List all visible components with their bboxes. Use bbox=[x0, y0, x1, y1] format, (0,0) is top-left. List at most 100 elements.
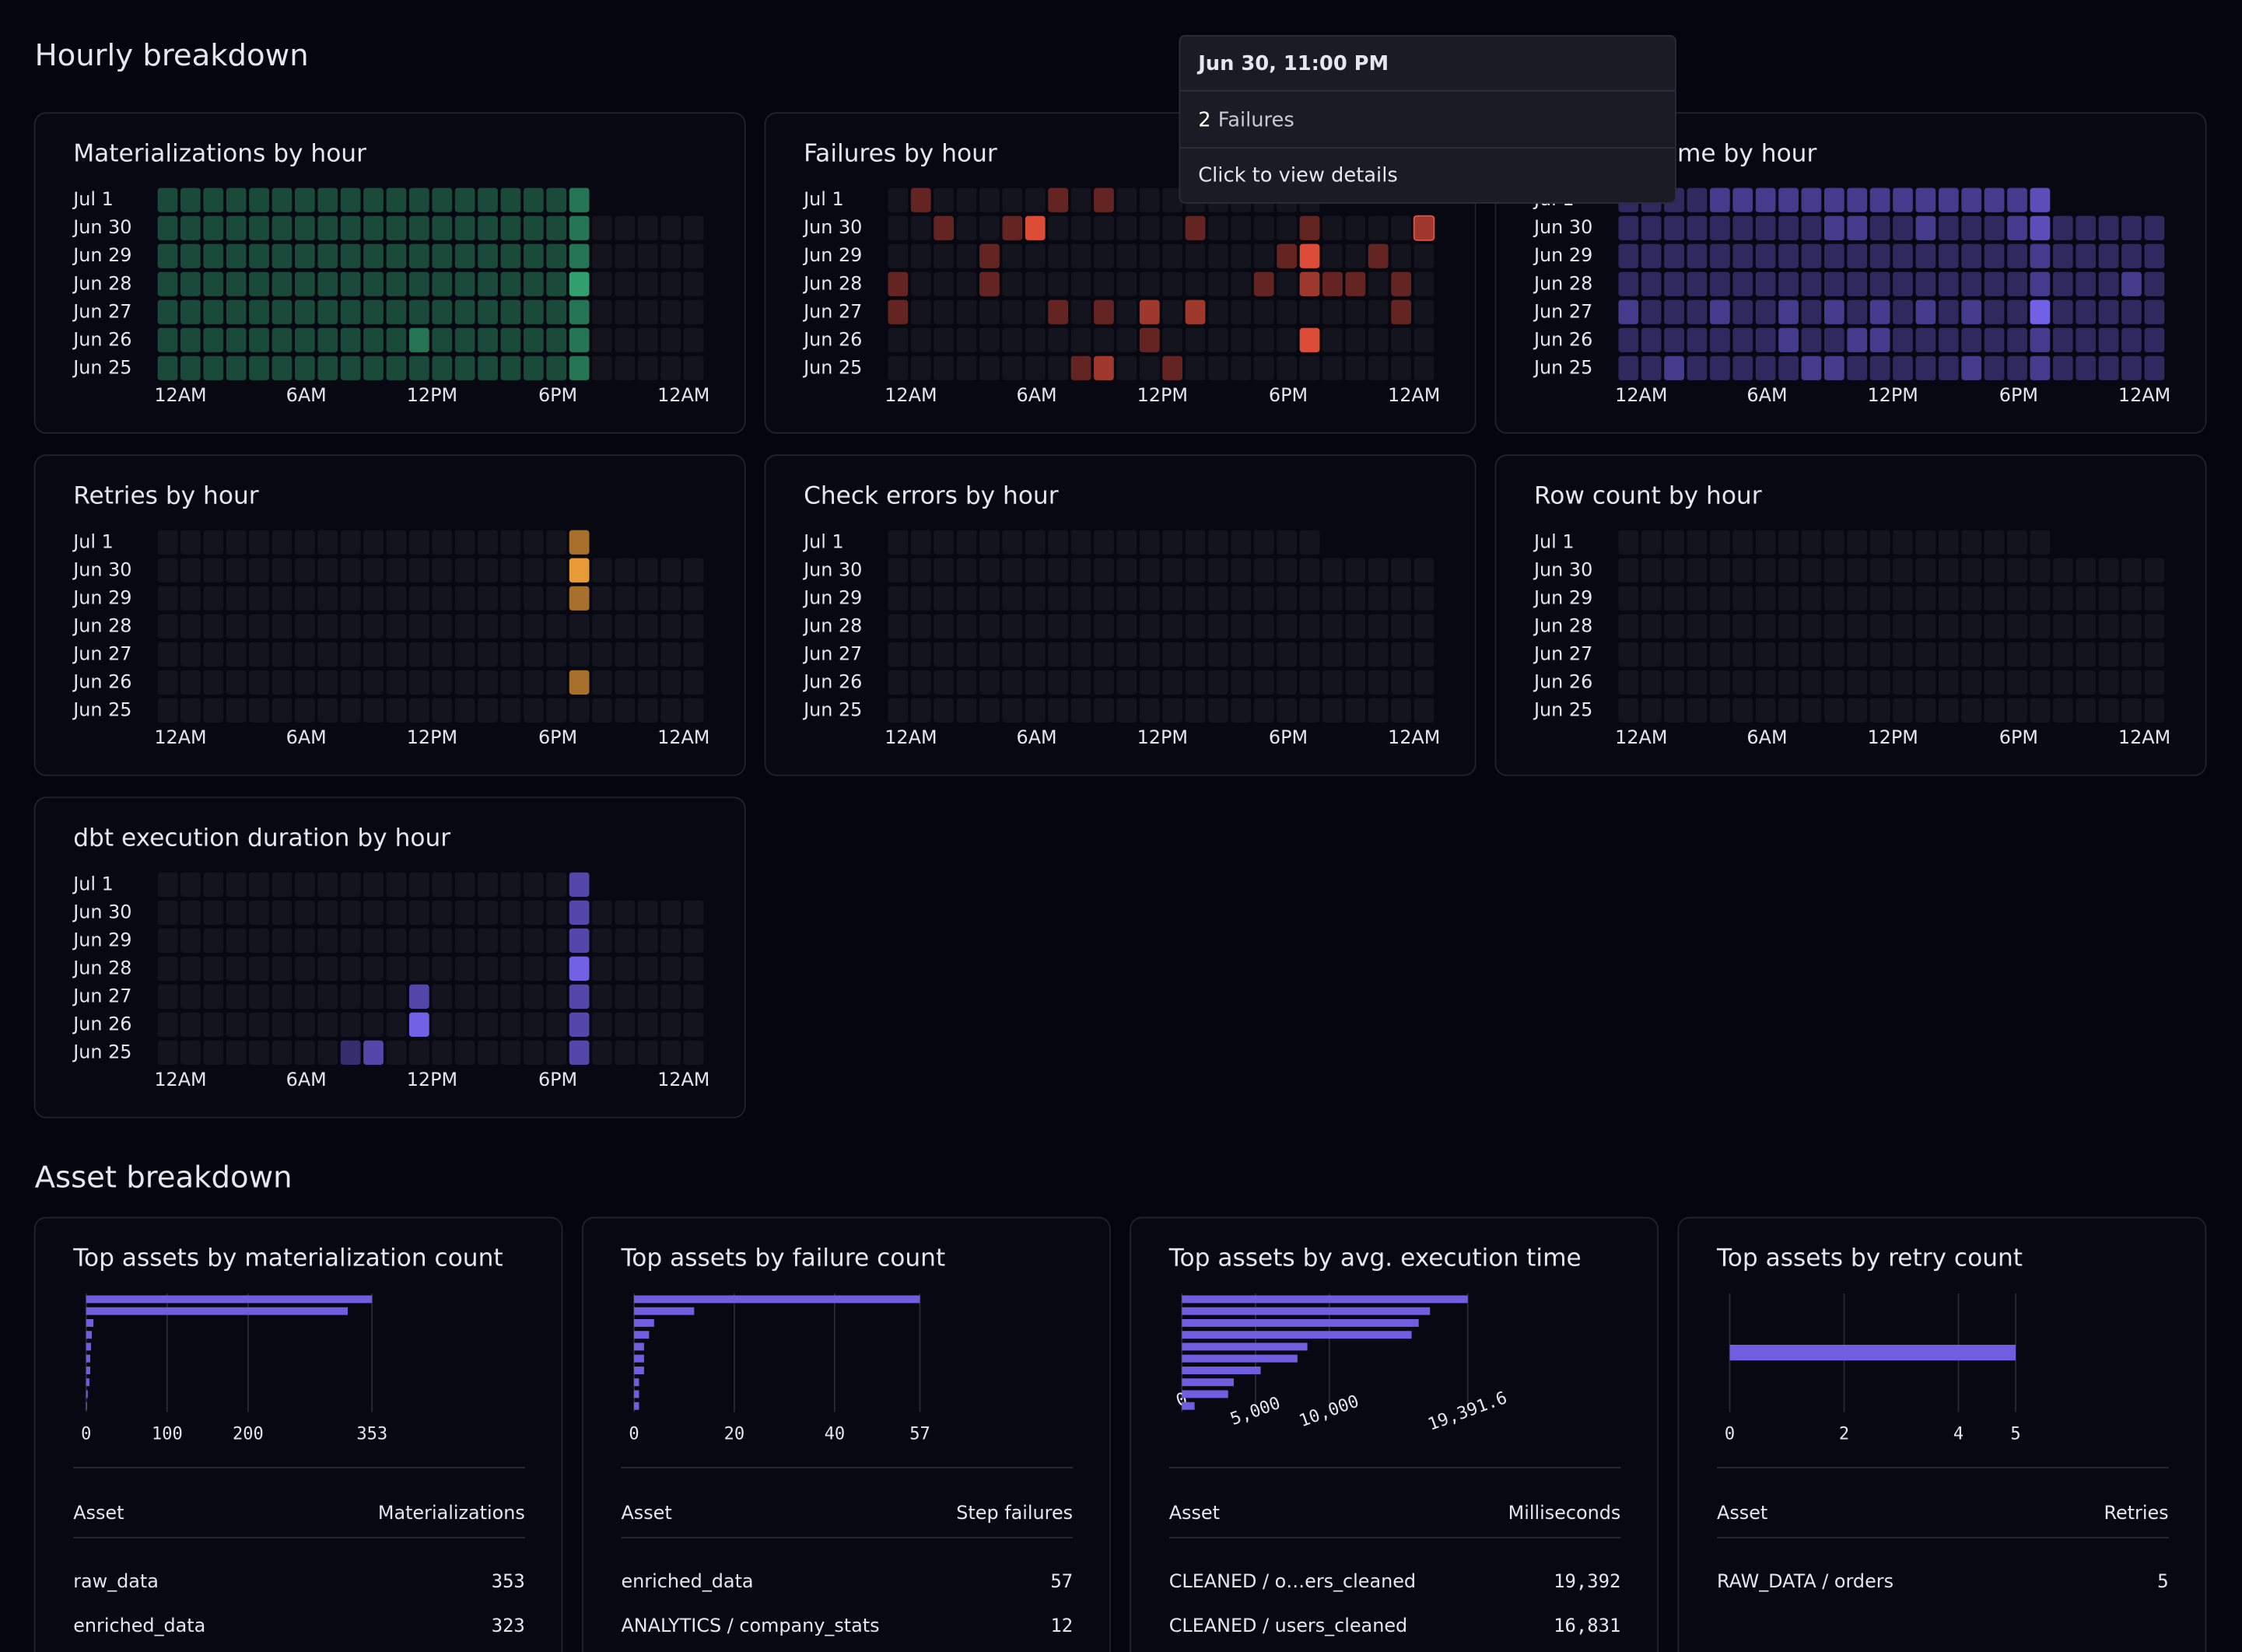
heatmap-cell[interactable] bbox=[295, 215, 315, 240]
heatmap-cell[interactable] bbox=[157, 327, 178, 352]
heatmap-cell[interactable] bbox=[1869, 614, 1890, 639]
heatmap-cell[interactable] bbox=[523, 900, 544, 925]
heatmap-cell[interactable] bbox=[1915, 271, 1936, 296]
heatmap-cell[interactable] bbox=[1938, 299, 1959, 324]
heatmap-cell[interactable] bbox=[1961, 642, 1982, 667]
heatmap-cell[interactable] bbox=[2052, 299, 2073, 324]
heatmap-cell[interactable] bbox=[1869, 558, 1890, 583]
heatmap-cell[interactable] bbox=[934, 355, 955, 380]
heatmap-cell[interactable] bbox=[910, 670, 931, 695]
heatmap-cell[interactable] bbox=[2076, 299, 2097, 324]
heatmap-cell[interactable] bbox=[386, 187, 407, 212]
heatmap-cell[interactable] bbox=[408, 900, 429, 925]
heatmap-cell[interactable] bbox=[660, 928, 681, 953]
heatmap-cell[interactable] bbox=[637, 900, 658, 925]
heatmap-cell[interactable] bbox=[2121, 243, 2142, 268]
heatmap-cell[interactable] bbox=[2007, 355, 2027, 380]
heatmap-cell[interactable] bbox=[1414, 642, 1435, 667]
heatmap-cell[interactable] bbox=[1755, 558, 1776, 583]
heatmap-cell[interactable] bbox=[1778, 698, 1799, 723]
heatmap-cell[interactable] bbox=[569, 271, 590, 296]
heatmap-cell[interactable] bbox=[1938, 215, 1959, 240]
heatmap-cell[interactable] bbox=[2144, 698, 2165, 723]
heatmap-cell[interactable] bbox=[1641, 558, 1662, 583]
heatmap-cell[interactable] bbox=[2121, 271, 2142, 296]
heatmap-cell[interactable] bbox=[2121, 614, 2142, 639]
heatmap-cell[interactable] bbox=[1938, 355, 1959, 380]
heatmap-cell[interactable] bbox=[2144, 243, 2165, 268]
heatmap-cell[interactable] bbox=[1938, 530, 1959, 555]
heatmap-cell[interactable] bbox=[615, 698, 636, 723]
heatmap-cell[interactable] bbox=[1322, 558, 1343, 583]
heatmap-cell[interactable] bbox=[386, 670, 407, 695]
heatmap-cell[interactable] bbox=[1299, 327, 1320, 352]
heatmap-cell[interactable] bbox=[2007, 215, 2027, 240]
heatmap-cell[interactable] bbox=[1345, 243, 1366, 268]
bar[interactable] bbox=[86, 1307, 348, 1315]
heatmap-cell[interactable] bbox=[1277, 670, 1297, 695]
heatmap-cell[interactable] bbox=[1641, 642, 1662, 667]
heatmap-cell[interactable] bbox=[500, 698, 521, 723]
heatmap-cell[interactable] bbox=[432, 698, 453, 723]
heatmap-cell[interactable] bbox=[1869, 586, 1890, 611]
heatmap-cell[interactable] bbox=[1368, 243, 1389, 268]
bar[interactable] bbox=[634, 1390, 639, 1398]
heatmap-cell[interactable] bbox=[546, 872, 567, 897]
heatmap-cell[interactable] bbox=[226, 558, 247, 583]
heatmap-cell[interactable] bbox=[1893, 215, 1913, 240]
heatmap-cell[interactable] bbox=[1823, 670, 1844, 695]
heatmap-cell[interactable] bbox=[2144, 642, 2165, 667]
heatmap-cell[interactable] bbox=[1208, 215, 1228, 240]
heatmap-cell[interactable] bbox=[1048, 355, 1069, 380]
heatmap-cell[interactable] bbox=[615, 327, 636, 352]
heatmap-cell[interactable] bbox=[1116, 215, 1137, 240]
heatmap-cell[interactable] bbox=[386, 1040, 407, 1066]
heatmap-cell[interactable] bbox=[910, 642, 931, 667]
heatmap-cell[interactable] bbox=[1414, 355, 1435, 380]
heatmap-cell[interactable] bbox=[1709, 271, 1730, 296]
heatmap-cell[interactable] bbox=[386, 215, 407, 240]
heatmap-cell[interactable] bbox=[1984, 698, 2005, 723]
heatmap-cell[interactable] bbox=[1185, 670, 1206, 695]
heatmap-cell[interactable] bbox=[157, 900, 178, 925]
heatmap-cell[interactable] bbox=[910, 558, 931, 583]
heatmap-cell[interactable] bbox=[910, 355, 931, 380]
heatmap-cell[interactable] bbox=[592, 327, 612, 352]
heatmap-cell[interactable] bbox=[1025, 187, 1046, 212]
heatmap-cell[interactable] bbox=[1732, 670, 1753, 695]
heatmap-cell[interactable] bbox=[1961, 327, 1982, 352]
heatmap-cell[interactable] bbox=[934, 642, 955, 667]
heatmap-cell[interactable] bbox=[363, 1040, 384, 1066]
heatmap-cell[interactable] bbox=[1002, 271, 1023, 296]
heatmap-cell[interactable] bbox=[1869, 299, 1890, 324]
heatmap-cell[interactable] bbox=[2052, 670, 2073, 695]
heatmap-cell[interactable] bbox=[910, 586, 931, 611]
heatmap-cell[interactable] bbox=[1277, 614, 1297, 639]
bar[interactable] bbox=[634, 1402, 639, 1410]
heatmap-cell[interactable] bbox=[615, 1012, 636, 1038]
heatmap-cell[interactable] bbox=[1915, 558, 1936, 583]
heatmap-cell[interactable] bbox=[203, 984, 224, 1009]
bar[interactable] bbox=[1182, 1390, 1228, 1398]
heatmap-cell[interactable] bbox=[1070, 327, 1091, 352]
heatmap-cell[interactable] bbox=[271, 327, 293, 352]
heatmap-cell[interactable] bbox=[432, 984, 453, 1009]
heatmap-cell[interactable] bbox=[1984, 530, 2005, 555]
heatmap-cell[interactable] bbox=[180, 355, 201, 380]
heatmap-cell[interactable] bbox=[592, 1040, 612, 1066]
heatmap-cell[interactable] bbox=[157, 642, 178, 667]
heatmap-cell[interactable] bbox=[340, 698, 361, 723]
heatmap-cell[interactable] bbox=[203, 530, 224, 555]
heatmap-cell[interactable] bbox=[1732, 530, 1753, 555]
heatmap-cell[interactable] bbox=[1277, 271, 1297, 296]
heatmap-cell[interactable] bbox=[1823, 215, 1844, 240]
heatmap-cell[interactable] bbox=[523, 928, 544, 953]
heatmap-cell[interactable] bbox=[295, 698, 315, 723]
heatmap-cell[interactable] bbox=[956, 271, 977, 296]
heatmap-cell[interactable] bbox=[454, 698, 475, 723]
heatmap-cell[interactable] bbox=[249, 642, 269, 667]
heatmap-cell[interactable] bbox=[1345, 558, 1366, 583]
heatmap-cell[interactable] bbox=[1322, 299, 1343, 324]
heatmap-cell[interactable] bbox=[2030, 670, 2051, 695]
heatmap-cell[interactable] bbox=[592, 243, 612, 268]
